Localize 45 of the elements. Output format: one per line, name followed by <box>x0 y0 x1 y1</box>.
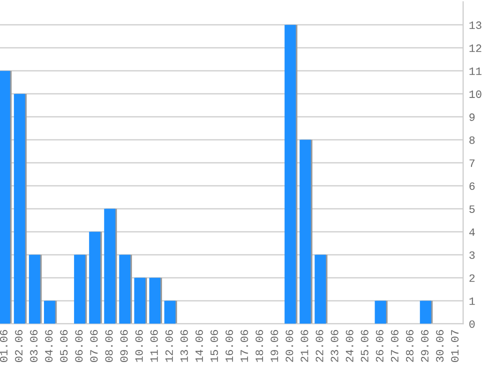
x-tick-label: 26.06 <box>376 330 384 362</box>
x-tick-label: 05.06 <box>60 330 68 362</box>
x-tick-label: 16.06 <box>226 330 234 362</box>
y-tick-label: 11 <box>470 68 482 75</box>
y-tick-label: 10 <box>470 90 482 98</box>
x-tick-label: 12.06 <box>165 330 173 362</box>
y-tick-label: 5 <box>469 205 475 213</box>
x-tick-label: 15.06 <box>210 330 218 362</box>
x-tick-label: 27.06 <box>390 330 398 362</box>
y-tick-label: 13 <box>470 21 482 29</box>
y-tick-label: 0 <box>469 320 475 328</box>
y-tick-label: 2 <box>469 274 475 282</box>
x-tick-label: 03.06 <box>30 330 38 362</box>
x-tick-label: 25.06 <box>360 330 368 362</box>
y-tick-label: 12 <box>470 44 482 52</box>
x-tick-label: 02.06 <box>14 330 23 362</box>
y-tick-label: 6 <box>470 182 475 190</box>
y-tick-label: 3 <box>469 251 475 259</box>
x-tick-label: 30.06 <box>436 330 444 362</box>
x-tick-label: 21.06 <box>300 330 308 362</box>
x-tick-label: 06.06 <box>75 330 83 362</box>
x-tick-label: 23.06 <box>330 330 338 362</box>
x-tick-label: 28.06 <box>406 330 414 362</box>
x-tick-label: 22.06 <box>316 330 324 362</box>
y-tick-label: 9 <box>469 113 475 121</box>
x-tick-label: 10.06 <box>135 330 143 362</box>
x-tick-label: 14.06 <box>195 330 203 362</box>
x-tick-label: 11.06 <box>150 330 158 362</box>
x-tick-label: 09.06 <box>120 330 128 362</box>
x-tick-label: 01.06 <box>0 330 8 362</box>
x-tick-label: 04.06 <box>45 330 53 362</box>
x-tick-label: 13.06 <box>180 330 188 362</box>
y-tick-label: 8 <box>469 136 475 144</box>
x-tick-label: 20.06 <box>286 330 294 362</box>
x-tick-label: 19.06 <box>270 330 278 362</box>
y-tick-label: 7 <box>470 160 474 167</box>
x-tick-label: 24.06 <box>346 330 354 362</box>
y-tick-label: 1 <box>470 297 475 305</box>
x-tick-label: 08.06 <box>105 330 113 362</box>
x-tick-label: 01.07 <box>451 330 459 362</box>
x-tick-label: 17.06 <box>240 330 248 362</box>
y-tick-label: 4 <box>469 228 475 236</box>
x-tick-label: 29.06 <box>420 330 429 362</box>
x-tick-label: 18.06 <box>256 330 264 362</box>
x-tick-label: 07.06 <box>90 330 98 362</box>
